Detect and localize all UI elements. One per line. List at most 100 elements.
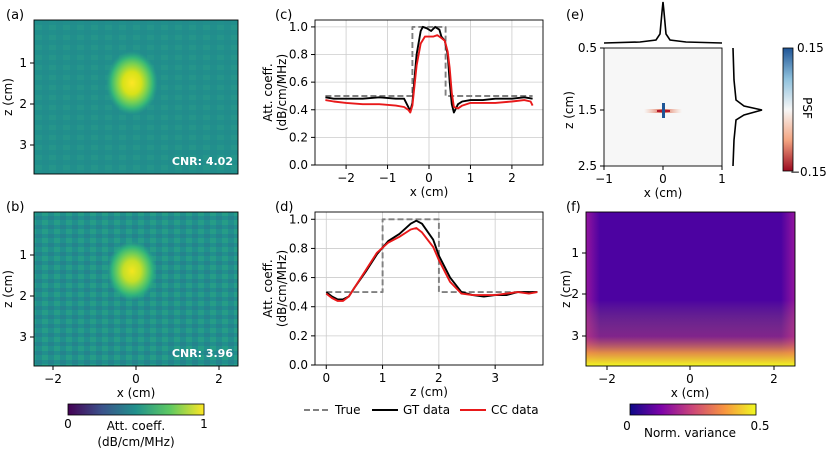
psf-colorbar-label: PSF bbox=[800, 97, 814, 119]
panel-e-xtick: 0 bbox=[659, 172, 667, 186]
x-tick-label: 2 bbox=[508, 171, 516, 185]
panel-b-xticks: −2 0 2 bbox=[44, 366, 223, 386]
panel-b: (b) CNR: 3.96 1 2 3 −2 0 2 z (cm) x (cm) bbox=[1, 200, 239, 400]
panel-d-label: (d) bbox=[275, 200, 293, 215]
panel-b-yticks: 1 2 3 bbox=[19, 248, 34, 344]
series-gt-data-line bbox=[325, 25, 533, 114]
psf-colorbar-min: −0.15 bbox=[790, 165, 827, 179]
x-tick-label: 0 bbox=[322, 371, 330, 385]
y-tick-label: 0.2 bbox=[289, 329, 308, 343]
panel-a-label: (a) bbox=[6, 8, 24, 23]
y-tick-label: 0.4 bbox=[289, 300, 308, 314]
y-tick-label: 0.8 bbox=[289, 241, 308, 255]
y-tick-label: 1.0 bbox=[289, 212, 308, 226]
x-tick-label: 3 bbox=[491, 371, 499, 385]
panel-a-frame bbox=[33, 19, 239, 175]
panel-b-ytick: 1 bbox=[19, 248, 27, 262]
x-tick-label: −1 bbox=[379, 171, 397, 185]
panel-e-yticks: 0.5 1.5 2.5 bbox=[578, 41, 604, 173]
panel-f-ytick: 1 bbox=[571, 246, 579, 260]
x-axis-label: x (cm) bbox=[410, 185, 449, 199]
panel-e-xticks: −1 0 1 bbox=[595, 166, 726, 186]
y-axis-label-line2: (dB/cm/MHz) bbox=[275, 54, 289, 131]
panel-a-yticks: 1 2 3 bbox=[19, 56, 34, 152]
panel-b-xtick: 0 bbox=[132, 372, 140, 386]
legend-true-label: True bbox=[334, 403, 361, 417]
colorbar-attenuation-min: 0 bbox=[64, 417, 72, 431]
panel-f-label: (f) bbox=[566, 200, 581, 215]
panel-d-frame bbox=[314, 211, 544, 366]
colorbar-variance-label: Norm. variance bbox=[644, 426, 736, 440]
panel-f-xlabel: x (cm) bbox=[671, 386, 710, 400]
colorbar-attenuation-label-2: (dB/cm/MHz) bbox=[97, 435, 174, 449]
x-tick-label: 0 bbox=[425, 171, 433, 185]
panel-e-xtick: −1 bbox=[595, 172, 613, 186]
panel-a-inclusion bbox=[106, 51, 158, 115]
panel-e: (e) 0.5 1.5 2.5 −1 0 1 z (cm) x (cm) bbox=[562, 1, 827, 200]
colorbar-variance-max: 0.5 bbox=[750, 419, 769, 433]
panel-a-ylabel: z (cm) bbox=[1, 78, 15, 116]
series-cc-data-line bbox=[325, 34, 534, 114]
panel-b-cnr: CNR: 3.96 bbox=[172, 347, 233, 360]
panel-a-cnr: CNR: 4.02 bbox=[172, 155, 233, 168]
panel-f-xticks: −2 0 2 bbox=[598, 366, 778, 386]
panel-a: (a) CNR: 4.02 1 2 3 z (cm) bbox=[1, 8, 239, 175]
panel-e-ytick: 0.5 bbox=[578, 41, 597, 55]
x-tick-label: 2 bbox=[435, 371, 443, 385]
colorbar-variance-bar bbox=[629, 403, 757, 416]
panel-f-bottom-glow bbox=[586, 300, 795, 366]
panel-f-ytick: 2 bbox=[571, 287, 579, 301]
panel-f-xtick: −2 bbox=[598, 372, 616, 386]
series-cc-data-line bbox=[325, 227, 538, 302]
x-tick-label: 1 bbox=[379, 371, 387, 385]
panel-e-ytick: 1.5 bbox=[578, 103, 597, 117]
panel-e-xlabel: x (cm) bbox=[644, 186, 683, 200]
panel-e-ytick: 2.5 bbox=[578, 159, 597, 173]
panel-b-ylabel: z (cm) bbox=[1, 270, 15, 308]
legend-cc-label: CC data bbox=[491, 403, 539, 417]
panel-f-ytick: 3 bbox=[571, 329, 579, 343]
colorbar-variance: 0 0.5 Norm. variance bbox=[623, 403, 770, 440]
panel-b-ytick: 3 bbox=[19, 330, 27, 344]
panel-d-chart: (d) 0 1 2 3 0.0 0.2 0.4 0.6 0.8 1.0 z (cm) Att. coef… bbox=[261, 200, 544, 399]
panel-f-xtick: 2 bbox=[770, 372, 778, 386]
panel-b-xlabel: x (cm) bbox=[117, 386, 156, 400]
y-tick-label: 0.8 bbox=[289, 48, 308, 62]
panel-e-label: (e) bbox=[566, 8, 584, 23]
series-true-line bbox=[326, 218, 538, 294]
colorbar-attenuation-label-1: Att. coeff. bbox=[107, 419, 165, 433]
panel-e-psf-center bbox=[662, 109, 665, 113]
colorbar-attenuation-max: 1 bbox=[200, 417, 208, 431]
colorbar-variance-min: 0 bbox=[623, 419, 631, 433]
series-true-line bbox=[325, 25, 533, 97]
panel-b-xtick: −2 bbox=[44, 372, 62, 386]
legend: True GT data CC data bbox=[304, 403, 539, 417]
panel-a-ytick: 1 bbox=[19, 56, 27, 70]
y-tick-label: 1.0 bbox=[289, 20, 308, 34]
panel-b-xtick: 2 bbox=[215, 372, 223, 386]
colorbar-attenuation: 0 1 Att. coeff. (dB/cm/MHz) bbox=[64, 403, 208, 449]
panel-c-label: (c) bbox=[275, 8, 292, 23]
colorbar-attenuation-bar bbox=[67, 403, 205, 416]
panel-e-top-profile bbox=[603, 1, 723, 44]
y-axis-label-line2: (dB/cm/MHz) bbox=[275, 250, 289, 327]
y-tick-label: 0.0 bbox=[289, 358, 308, 372]
series-gt-data-line bbox=[325, 219, 538, 301]
panel-e-ylabel: z (cm) bbox=[562, 91, 576, 129]
x-tick-label: 1 bbox=[467, 171, 475, 185]
panel-b-inclusion bbox=[107, 241, 157, 301]
panel-f-yticks: 1 2 3 bbox=[571, 246, 586, 343]
y-axis-label-line1: Att. coeff. bbox=[261, 63, 275, 121]
panel-c-chart: (c) −2 −1 0 1 2 0.0 0.2 0.4 0.6 0.8 1.0 x (cm) Att. c… bbox=[261, 8, 544, 199]
panel-e-right-profile bbox=[732, 47, 763, 167]
panel-e-xtick: 1 bbox=[718, 172, 726, 186]
panel-b-label: (b) bbox=[6, 200, 24, 215]
panel-a-ytick: 2 bbox=[19, 97, 27, 111]
legend-gt-label: GT data bbox=[403, 403, 450, 417]
x-tick-label: −2 bbox=[337, 171, 355, 185]
y-tick-label: 0.2 bbox=[289, 130, 308, 144]
panel-f: (f) 1 2 3 −2 0 2 z (cm) x (cm) bbox=[559, 200, 796, 400]
panel-b-ytick: 2 bbox=[19, 289, 27, 303]
y-tick-label: 0.6 bbox=[289, 271, 308, 285]
